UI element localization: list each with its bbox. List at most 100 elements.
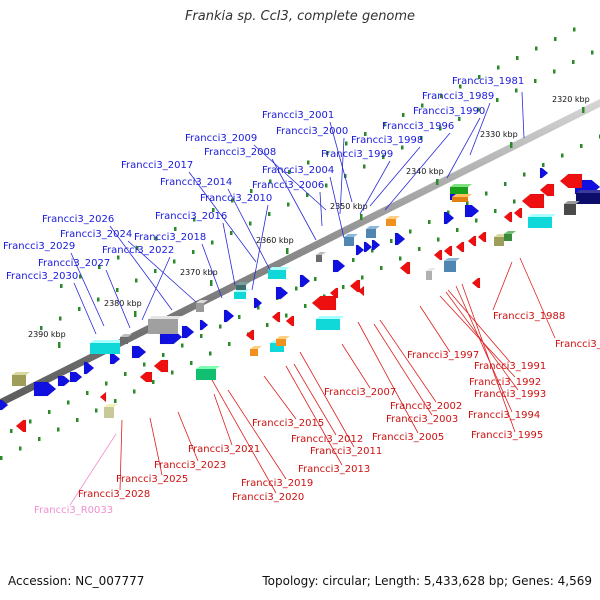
tick-dash bbox=[228, 342, 231, 346]
tick-dash bbox=[76, 418, 79, 422]
gene-label: Francci3_2014 bbox=[160, 177, 232, 188]
label-leader-line bbox=[70, 252, 105, 327]
tick-dash bbox=[231, 198, 234, 203]
scale-tick bbox=[210, 280, 213, 286]
gene-block-top bbox=[104, 404, 118, 407]
tick-dash bbox=[440, 94, 443, 98]
tick-dash bbox=[79, 274, 82, 279]
gene-block bbox=[386, 219, 396, 226]
tick-dash bbox=[152, 380, 155, 384]
gene-block-top bbox=[250, 346, 262, 349]
tick-dash bbox=[116, 288, 119, 292]
gene-label: Francci3_2022 bbox=[102, 245, 174, 256]
gene-arrow-reverse bbox=[357, 285, 365, 297]
tick-dash bbox=[401, 145, 404, 150]
gene-block-top bbox=[528, 214, 556, 217]
tick-dash bbox=[361, 275, 364, 280]
gene-block bbox=[236, 285, 246, 290]
gene-arrow-forward bbox=[464, 204, 480, 218]
label-leader-line bbox=[119, 419, 123, 491]
gene-label: Francci3_2028 bbox=[78, 489, 150, 500]
gene-block bbox=[504, 234, 512, 241]
label-leader-line bbox=[339, 137, 345, 215]
gene-label: Francci3_1981 bbox=[452, 76, 524, 87]
label-leader-line bbox=[492, 261, 513, 311]
label-leader-line bbox=[341, 343, 371, 389]
tick-dash bbox=[19, 446, 22, 451]
tick-dash bbox=[269, 179, 272, 184]
tick-dash bbox=[133, 389, 136, 394]
label-leader-line bbox=[285, 365, 343, 466]
tick-dash bbox=[591, 50, 594, 55]
gene-block-top bbox=[450, 184, 472, 187]
tick-dash bbox=[38, 437, 41, 441]
tick-dash bbox=[97, 297, 100, 302]
gene-label: Francci3_1987 bbox=[555, 339, 600, 350]
gene-block bbox=[90, 343, 120, 354]
tick-dash bbox=[497, 65, 500, 70]
label-leader-line bbox=[447, 289, 511, 363]
gene-block-top bbox=[444, 258, 460, 261]
gene-block-top bbox=[268, 267, 290, 270]
tick-dash bbox=[117, 255, 120, 260]
tick-dash bbox=[209, 351, 212, 356]
tick-dash bbox=[59, 316, 62, 321]
gene-label: Francci3_2008 bbox=[204, 147, 276, 158]
gene-block bbox=[120, 337, 128, 344]
gene-block bbox=[316, 319, 340, 330]
gene-label: Francci3_2003 bbox=[386, 414, 458, 425]
label-leader-line bbox=[359, 160, 391, 215]
gene-label: Francci3_2026 bbox=[42, 214, 114, 225]
gene-label: Francci3_2018 bbox=[134, 232, 206, 243]
gene-arrow-forward bbox=[109, 353, 121, 365]
tick-dash bbox=[200, 334, 203, 338]
tick-dash bbox=[192, 250, 195, 254]
tick-dash bbox=[390, 239, 393, 243]
tick-dash bbox=[155, 236, 158, 241]
gene-arrow-forward bbox=[363, 241, 373, 253]
gene-arrow-reverse bbox=[399, 261, 411, 275]
gene-label: Francci3_2024 bbox=[60, 229, 132, 240]
gene-arrow-forward bbox=[394, 232, 406, 246]
gene-block bbox=[444, 261, 456, 272]
gene-arrow-reverse bbox=[15, 419, 27, 433]
label-leader-line bbox=[469, 102, 491, 156]
tick-dash bbox=[516, 56, 519, 60]
gene-block bbox=[528, 217, 552, 228]
gene-arrow-reverse bbox=[271, 311, 281, 323]
gene-label: Francci3_1997 bbox=[407, 350, 479, 361]
gene-block-top bbox=[316, 316, 344, 319]
tick-dash bbox=[402, 113, 405, 117]
gene-label: Francci3_2004 bbox=[262, 165, 334, 176]
tick-dash bbox=[456, 228, 459, 232]
tick-dash bbox=[266, 323, 269, 327]
scale-tick bbox=[134, 311, 137, 317]
tick-dash bbox=[572, 60, 575, 64]
gene-arrow-reverse bbox=[539, 183, 555, 197]
gene-label: Francci3_2005 bbox=[372, 432, 444, 443]
gene-block-top bbox=[120, 334, 132, 337]
tick-dash bbox=[288, 170, 291, 174]
gene-arrow-forward bbox=[371, 239, 381, 251]
gene-arrow-forward bbox=[83, 361, 95, 375]
label-leader-line bbox=[109, 225, 173, 311]
gene-block bbox=[494, 237, 504, 246]
label-leader-line bbox=[222, 222, 236, 286]
gene-arrow-forward bbox=[199, 319, 209, 331]
label-leader-line bbox=[519, 257, 556, 339]
tick-dash bbox=[399, 256, 402, 261]
label-leader-line bbox=[227, 389, 287, 480]
rna-label: Francci3_R0033 bbox=[34, 505, 113, 516]
gene-label: Francci3_1998 bbox=[351, 135, 423, 146]
gene-label: Francci3_1995 bbox=[471, 430, 543, 441]
gene-label: Francci3_1988 bbox=[493, 311, 565, 322]
gene-block bbox=[196, 303, 204, 312]
tick-dash bbox=[466, 201, 469, 205]
tick-dash bbox=[29, 419, 32, 424]
gene-label: Francci3_2020 bbox=[232, 492, 304, 503]
gene-arrow-forward bbox=[69, 371, 83, 383]
tick-dash bbox=[48, 410, 51, 414]
scale-tick bbox=[360, 214, 363, 220]
gene-block-top bbox=[366, 226, 380, 229]
gene-label: Francci3_2023 bbox=[154, 460, 226, 471]
